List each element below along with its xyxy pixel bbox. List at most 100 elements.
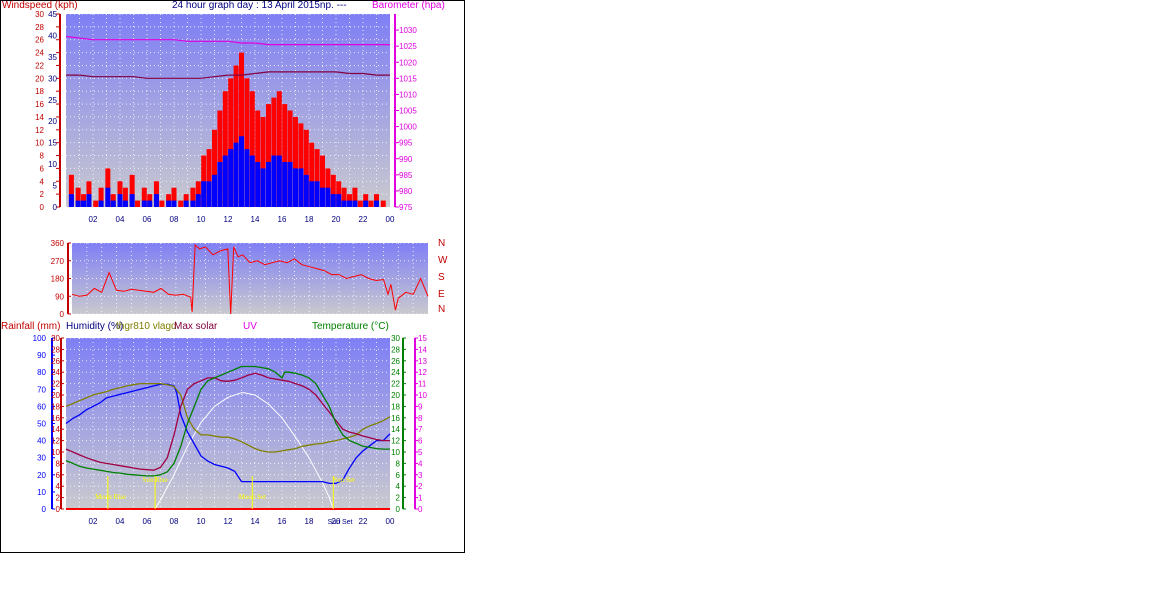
wind-x-tick-label: 08 — [170, 215, 179, 224]
humidity-y-tick-label: 80 — [37, 368, 46, 377]
sun-set-axis-label: Sun Set — [328, 519, 353, 526]
compass-label: E — [438, 289, 445, 300]
wind-bar — [195, 194, 201, 207]
sun-rise-label: Sun Rise — [143, 476, 168, 484]
baro-y-tick-label: 975 — [399, 203, 413, 212]
gust-bar — [159, 200, 165, 207]
wind-bar — [81, 200, 87, 207]
rain-axis-title: Rainfall (mm) — [1, 321, 61, 332]
wind-bar — [147, 200, 153, 207]
environment-x-tick-label: 14 — [251, 517, 260, 526]
wind-bar — [287, 161, 293, 207]
temperature-y-tick-label: 10 — [391, 448, 400, 457]
wind-chart: 0246810121416182022242628300510152025303… — [35, 10, 417, 224]
gust-bar — [171, 187, 177, 207]
wind-bar — [260, 168, 266, 207]
baro-y-tick-label: 985 — [399, 171, 413, 180]
environment-x-tick-label: 00 — [386, 517, 395, 526]
temperature-y-tick-label: 4 — [396, 482, 401, 491]
wind-y-tick-label: 22 — [35, 61, 44, 70]
gust-bar — [75, 187, 81, 207]
wind-y-tick-label: 30 — [35, 10, 44, 19]
wind-bar — [122, 200, 128, 207]
gust-bar — [314, 149, 320, 207]
wind-y-tick-label: 2 — [40, 190, 45, 199]
gust-bar — [282, 104, 288, 207]
barometer-high-line — [65, 35, 390, 46]
environment-x-tick-label: 08 — [170, 517, 179, 526]
max-solar-line — [154, 392, 334, 510]
gust-bar — [276, 91, 282, 207]
wind-y-tick-label: 18 — [35, 87, 44, 96]
wind-bar — [222, 155, 228, 207]
wind-bar — [314, 181, 320, 207]
wind-bar — [330, 194, 336, 207]
gust-bar — [233, 65, 239, 207]
wind-y-tick-label: 12 — [35, 126, 44, 135]
compass-label: S — [438, 272, 445, 283]
uv-y-tick-label: 8 — [418, 414, 423, 423]
environment-x-tick-label: 02 — [89, 517, 98, 526]
moon-rise-label: Moon Rise — [95, 493, 126, 501]
wind-bar — [276, 155, 282, 207]
wind-x-tick-label: 12 — [224, 215, 233, 224]
wind-bar — [75, 200, 81, 207]
rain-y-tick-label: 22 — [51, 380, 60, 389]
rain-y-tick-label: 18 — [51, 402, 60, 411]
sun-set-label: Sun Set — [333, 476, 355, 484]
baro-y-tick-label: 990 — [399, 155, 413, 164]
gust-bar — [255, 110, 261, 207]
gust-bar — [122, 187, 128, 207]
uv-axis-title: UV — [243, 321, 257, 332]
humidity-axis-title: Humidity (%) — [66, 321, 124, 332]
direction-y-tick-label: 180 — [51, 275, 65, 284]
gust-bar — [228, 78, 234, 207]
wind-bar — [68, 194, 74, 207]
humidity-line — [65, 383, 391, 485]
uv-y-tick-label: 2 — [418, 482, 423, 491]
wind-bar — [166, 200, 172, 207]
temperature-y-tick-label: 24 — [391, 368, 400, 377]
temperature-y-tick-label: 0 — [396, 505, 401, 514]
wind-bar — [233, 142, 239, 207]
gust-bar — [271, 97, 277, 207]
wind-bar — [212, 174, 217, 207]
baro-y-tick-label: 995 — [399, 139, 413, 148]
gust-bar — [357, 200, 363, 207]
wind-bar — [266, 161, 271, 207]
wind-bar — [282, 161, 288, 207]
baro-y-tick-label: 1030 — [399, 26, 417, 35]
gust-bar — [293, 116, 298, 207]
humidity-y-tick-label: 40 — [37, 437, 46, 446]
gust-bar — [129, 174, 135, 207]
wind-y-tick-label: 0 — [40, 203, 45, 212]
wind-x-tick-label: 14 — [251, 215, 260, 224]
compass-label: W — [438, 255, 448, 266]
wind-bar — [336, 194, 342, 207]
compass-label: N — [438, 238, 445, 249]
environment-x-tick-label: 06 — [143, 517, 152, 526]
gust-bar — [222, 91, 228, 207]
rain-y-tick-label: 2 — [56, 494, 61, 503]
wind-bar — [98, 200, 104, 207]
gust-bar — [298, 123, 304, 207]
baro-y-tick-label: 1015 — [399, 74, 417, 83]
wind-bar — [105, 187, 111, 207]
uv-y-tick-label: 9 — [418, 402, 423, 411]
uv-y-tick-label: 13 — [418, 357, 427, 366]
wind-y-tick-label: 14 — [35, 113, 44, 122]
uv-y-tick-label: 15 — [418, 334, 427, 343]
gust-bar — [287, 110, 293, 207]
humidity-y-tick-label: 70 — [37, 385, 46, 394]
uv-y-tick-label: 7 — [418, 425, 423, 434]
wind-bar — [309, 181, 315, 207]
direction-y-tick-label: 360 — [51, 239, 65, 248]
gust-bar — [141, 187, 147, 207]
sensor-legend: thgr810 vlagd — [116, 321, 177, 332]
baro-y-tick-label: 980 — [399, 187, 413, 196]
wind-bar — [352, 200, 358, 207]
barometer-low-line — [66, 71, 390, 79]
wind-y-tick-label: 6 — [40, 164, 45, 173]
